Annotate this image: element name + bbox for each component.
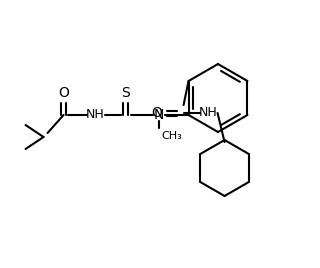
Text: N: N <box>153 108 164 122</box>
Text: O: O <box>58 86 69 100</box>
Text: O: O <box>151 106 162 120</box>
Text: NH: NH <box>86 109 105 121</box>
Text: CH₃: CH₃ <box>162 131 182 141</box>
Text: S: S <box>121 86 130 100</box>
Text: NH: NH <box>199 106 218 120</box>
